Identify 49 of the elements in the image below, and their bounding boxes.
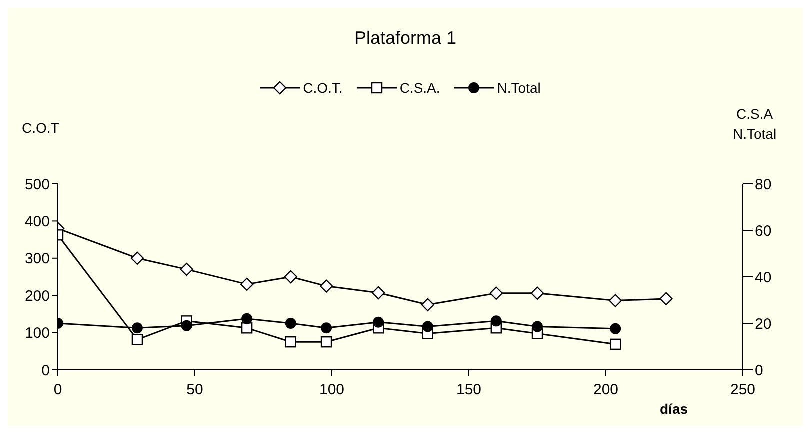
- y-tick-label: 0: [42, 362, 50, 380]
- x-axis-title: días: [660, 401, 688, 417]
- point: [320, 336, 332, 348]
- y-axis-title: C.O.T: [22, 120, 60, 136]
- chart-title: Plataforma 1: [353, 28, 458, 49]
- point: [530, 286, 544, 300]
- point: [610, 323, 622, 334]
- y2-axis-title: C.S.A N.Total: [733, 105, 777, 144]
- x-tick-label: 100: [319, 382, 345, 399]
- y-tick-label: 400: [24, 214, 50, 231]
- point: [422, 321, 434, 332]
- y2-tick-label: 40: [755, 269, 772, 286]
- y2-tick-label: 60: [755, 222, 772, 240]
- point: [610, 338, 622, 350]
- point: [181, 320, 192, 332]
- point: [490, 286, 503, 300]
- y-tick-label: 200: [24, 288, 50, 305]
- point: [130, 252, 144, 265]
- point: [285, 336, 296, 348]
- point: [532, 321, 543, 332]
- point: [180, 262, 194, 276]
- y2-tick-label: 80: [755, 176, 772, 194]
- point: [320, 280, 334, 293]
- legend-label: N.Total: [497, 80, 541, 96]
- legend-label: C.O.T.: [303, 80, 343, 96]
- y-tick-label: 300: [24, 250, 50, 268]
- y-tick-label: 500: [24, 176, 50, 194]
- x-tick-label: 200: [593, 382, 619, 399]
- legend-label: C.S.A.: [400, 80, 440, 96]
- x-tick-label: 250: [730, 382, 756, 399]
- y-tick-label: 100: [24, 325, 50, 342]
- y2-tick-label: 20: [755, 316, 772, 333]
- point: [132, 322, 143, 334]
- x-tick-label: 0: [54, 382, 62, 399]
- point: [285, 318, 296, 329]
- point: [490, 316, 502, 327]
- x-tick-label: 50: [186, 382, 204, 399]
- point: [240, 278, 254, 292]
- point: [373, 316, 384, 328]
- point: [608, 294, 622, 308]
- point: [421, 298, 434, 312]
- point: [321, 322, 332, 334]
- point: [242, 313, 253, 324]
- y2-tick-label: 0: [755, 362, 764, 380]
- x-tick-label: 150: [456, 382, 482, 399]
- point: [372, 286, 386, 300]
- point: [132, 334, 144, 346]
- point: [284, 270, 298, 284]
- point: [660, 292, 673, 306]
